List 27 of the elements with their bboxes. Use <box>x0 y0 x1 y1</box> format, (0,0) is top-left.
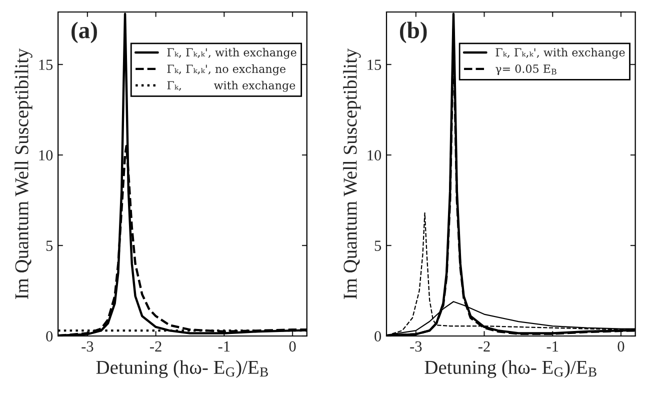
y-axis-title: Im Quantum Well Susceptibility <box>14 48 32 299</box>
legend-label: Γₖ, Γₖ,ₖ', with exchange <box>496 48 625 59</box>
legend-label: Γₖ, Γₖ,ₖ', no exchange <box>167 64 286 76</box>
x-tick-label: -3 <box>82 341 94 352</box>
y-tick-label: 15 <box>368 60 382 70</box>
x-tick-label: -1 <box>546 341 558 352</box>
y-tick-label: 5 <box>374 240 382 251</box>
x-tick-label: 0 <box>618 341 624 352</box>
legend-label: Γₖ, with exchange <box>167 80 296 92</box>
legend-label: γ= 0.05 E$_{B}$ <box>496 64 556 76</box>
annotation: (a) <box>72 22 97 44</box>
x-tick-label: 0 <box>289 341 296 352</box>
x-tick-label: -2 <box>478 341 490 352</box>
y-tick-label: 10 <box>39 150 53 160</box>
x-axis-title: Detuning (hω- E$_{G}$)/E$_{B}$ <box>424 360 596 378</box>
x-axis-title: Detuning (hω- E$_{G}$)/E$_{B}$ <box>96 360 268 378</box>
annotation: (b) <box>400 22 427 44</box>
x-tick-label: -2 <box>150 341 162 352</box>
y-tick-label: 5 <box>46 240 53 251</box>
y-tick-label: 10 <box>368 150 382 160</box>
y-tick-label: 0 <box>46 331 53 342</box>
x-tick-label: -1 <box>218 341 230 352</box>
y-tick-label: 15 <box>39 60 53 70</box>
y-tick-label: 0 <box>374 331 382 342</box>
legend-label: Γₖ, Γₖ,ₖ', with exchange <box>167 48 296 59</box>
y-axis-title: Im Quantum Well Susceptibility <box>343 48 361 299</box>
x-tick-label: -3 <box>410 341 422 352</box>
